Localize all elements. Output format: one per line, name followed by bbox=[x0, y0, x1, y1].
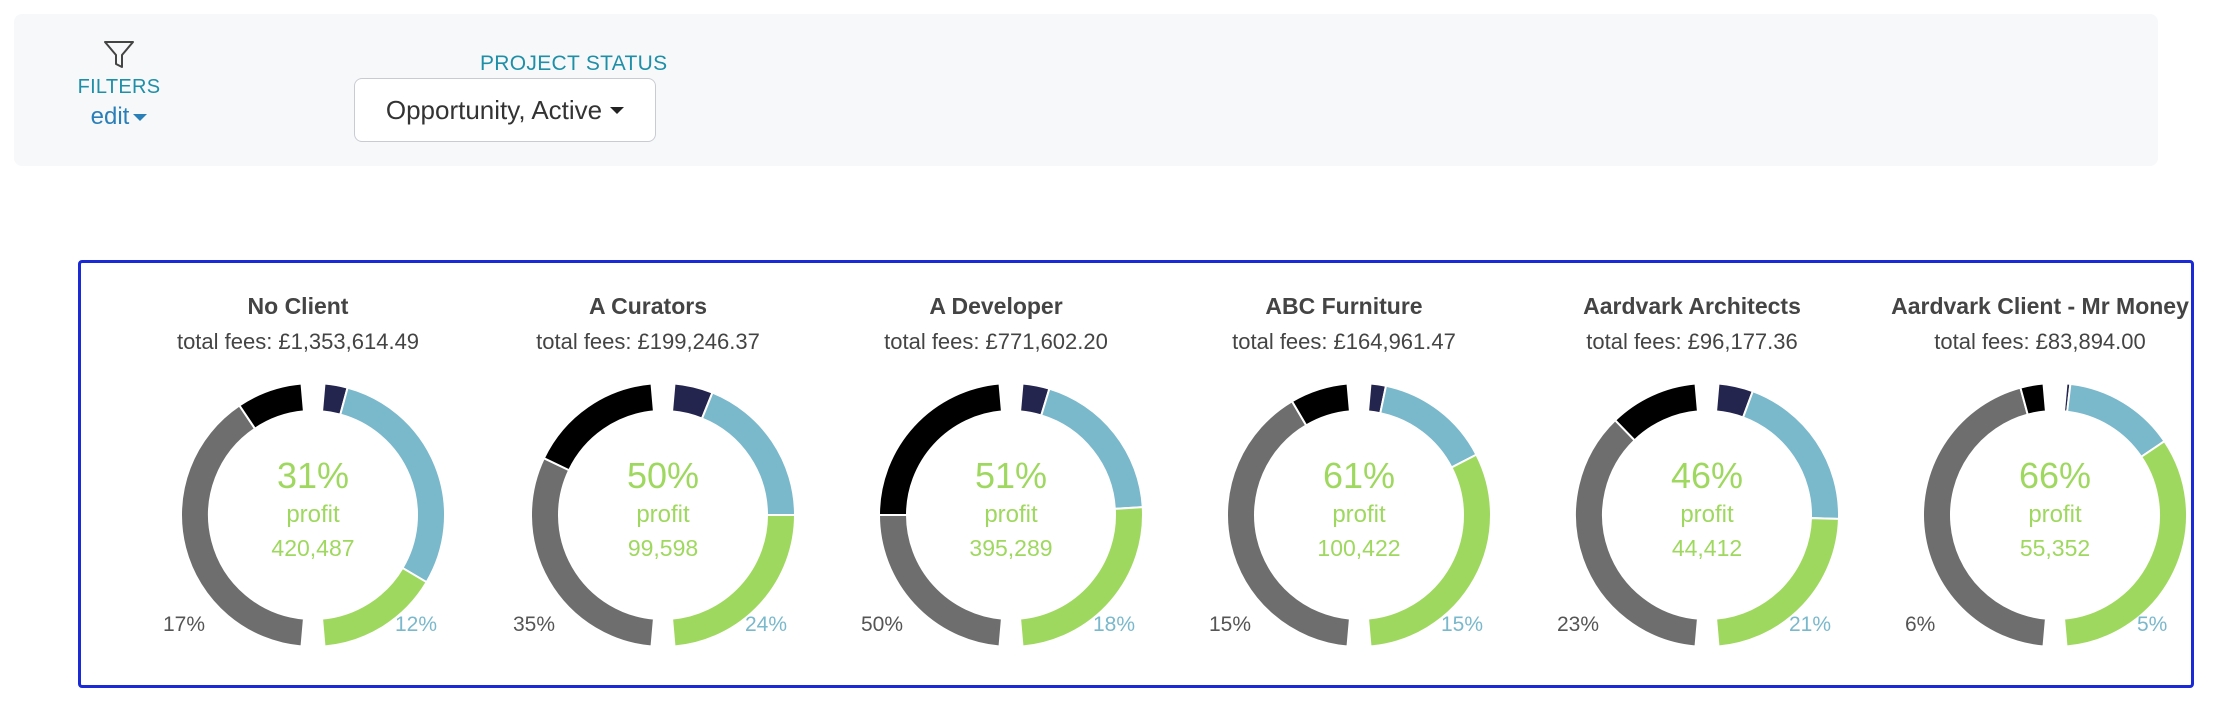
client-name: Aardvark Client - Mr Money bbox=[1891, 293, 2189, 319]
total-fees: total fees: £96,177.36 bbox=[1517, 329, 1867, 355]
client-profit-cards: No Client total fees: £1,353,614.49 31% p… bbox=[78, 260, 2194, 688]
filters-block: FILTERS edit bbox=[64, 38, 174, 131]
total-fees: total fees: £1,353,614.49 bbox=[123, 329, 473, 355]
filters-label: FILTERS bbox=[77, 76, 161, 98]
client-card[interactable]: ABC Furniture total fees: £164,961.47 61%… bbox=[1169, 263, 1519, 683]
fees-amount: £96,177.36 bbox=[1687, 329, 1798, 354]
left-percentage: 17% bbox=[163, 613, 206, 636]
profit-word: profit bbox=[636, 501, 690, 528]
left-percentage: 6% bbox=[1905, 613, 1936, 636]
donut-segment-black bbox=[2019, 382, 2048, 416]
donut-segment-profit bbox=[1366, 453, 1492, 648]
left-percentage: 50% bbox=[861, 613, 904, 636]
profit-percentage: 46% bbox=[1670, 455, 1744, 496]
client-name: A Developer bbox=[929, 293, 1063, 319]
fees-amount: £83,894.00 bbox=[2035, 329, 2146, 354]
profit-word: profit bbox=[1332, 501, 1386, 528]
total-fees: total fees: £199,246.37 bbox=[473, 329, 823, 355]
fees-label: total fees: bbox=[1934, 329, 2030, 354]
profit-donut-chart bbox=[877, 382, 1144, 648]
profit-percentage: 51% bbox=[974, 455, 1048, 496]
profit-percentage: 31% bbox=[276, 455, 350, 496]
right-percentage: 12% bbox=[395, 613, 438, 636]
client-card[interactable]: Aardvark Architects total fees: £96,177.3… bbox=[1517, 263, 1867, 683]
right-percentage: 18% bbox=[1093, 613, 1136, 636]
profit-value: 44,412 bbox=[1671, 535, 1743, 561]
profit-word: profit bbox=[984, 501, 1038, 528]
project-status-label: PROJECT STATUS bbox=[480, 52, 668, 75]
profit-value: 395,289 bbox=[969, 535, 1053, 561]
profit-word: profit bbox=[1680, 501, 1734, 528]
total-fees: total fees: £83,894.00 bbox=[1865, 329, 2215, 355]
profit-value: 99,598 bbox=[627, 535, 699, 561]
donut-segment-black bbox=[237, 382, 306, 431]
left-percentage: 23% bbox=[1557, 613, 1600, 636]
fees-label: total fees: bbox=[536, 329, 632, 354]
profit-value: 55,352 bbox=[2019, 535, 2091, 561]
client-card[interactable]: No Client total fees: £1,353,614.49 31% p… bbox=[123, 263, 473, 683]
client-card[interactable]: A Developer total fees: £771,602.20 51% p… bbox=[821, 263, 1171, 683]
client-name: ABC Furniture bbox=[1265, 293, 1423, 319]
donut-segment-profit bbox=[320, 566, 428, 648]
profit-donut-chart bbox=[1226, 382, 1492, 648]
filter-funnel-icon[interactable] bbox=[102, 38, 136, 72]
chevron-down-icon bbox=[133, 114, 148, 122]
profit-word: profit bbox=[286, 501, 340, 528]
donut-segment-black bbox=[877, 382, 1004, 516]
donut-segment-black bbox=[542, 382, 656, 472]
right-percentage: 5% bbox=[2137, 613, 2168, 636]
right-percentage: 21% bbox=[1789, 613, 1832, 636]
total-fees: total fees: £771,602.20 bbox=[821, 329, 1171, 355]
project-status-value: Opportunity, Active bbox=[385, 94, 603, 125]
donut-segment-black bbox=[1613, 382, 1700, 442]
client-card[interactable]: A Curators total fees: £199,246.37 50% pr… bbox=[473, 263, 823, 683]
filter-bar: FILTERS edit PROJECT STATUS Opportunity,… bbox=[14, 14, 2158, 166]
fees-label: total fees: bbox=[1232, 329, 1328, 354]
donut-segment-profit bbox=[1018, 506, 1144, 648]
donut-segment-profit bbox=[1714, 517, 1840, 648]
donut-segment-profit bbox=[2062, 439, 2188, 648]
fees-amount: £771,602.20 bbox=[985, 329, 1108, 354]
left-percentage: 35% bbox=[513, 613, 556, 636]
profit-value: 420,487 bbox=[271, 535, 355, 561]
client-card[interactable]: Aardvark Client - Mr Money total fees: £8… bbox=[1865, 263, 2215, 683]
fees-amount: £164,961.47 bbox=[1333, 329, 1456, 354]
fees-label: total fees: bbox=[884, 329, 980, 354]
filters-edit-label: edit bbox=[90, 103, 130, 130]
total-fees: total fees: £164,961.47 bbox=[1169, 329, 1519, 355]
profit-percentage: 66% bbox=[2018, 455, 2092, 496]
donut-segment-profit bbox=[670, 514, 797, 648]
client-name: No Client bbox=[247, 293, 349, 319]
donut-segment-light-blue bbox=[2066, 382, 2166, 459]
filters-edit-dropdown[interactable]: edit bbox=[91, 103, 148, 131]
right-percentage: 15% bbox=[1441, 613, 1484, 636]
profit-donut-chart bbox=[1574, 382, 1840, 648]
profit-value: 100,422 bbox=[1317, 535, 1401, 561]
chevron-down-icon bbox=[610, 106, 625, 114]
profit-donut-chart bbox=[530, 382, 797, 648]
left-percentage: 15% bbox=[1209, 613, 1252, 636]
profit-percentage: 50% bbox=[626, 455, 700, 496]
fees-label: total fees: bbox=[176, 329, 273, 354]
fees-label: total fees: bbox=[1586, 329, 1682, 354]
project-status-select[interactable]: Opportunity, Active bbox=[354, 78, 656, 142]
donut-segment-black bbox=[1290, 382, 1352, 427]
profit-word: profit bbox=[2028, 501, 2082, 528]
right-percentage: 24% bbox=[745, 613, 788, 636]
fees-amount: £1,353,614.49 bbox=[278, 329, 420, 354]
client-name: A Curators bbox=[589, 293, 707, 319]
profit-donut-chart bbox=[1922, 382, 2188, 648]
client-name: Aardvark Architects bbox=[1583, 293, 1801, 319]
fees-amount: £199,246.37 bbox=[637, 329, 760, 354]
profit-donut-chart bbox=[180, 382, 446, 648]
profit-percentage: 61% bbox=[1322, 455, 1396, 496]
